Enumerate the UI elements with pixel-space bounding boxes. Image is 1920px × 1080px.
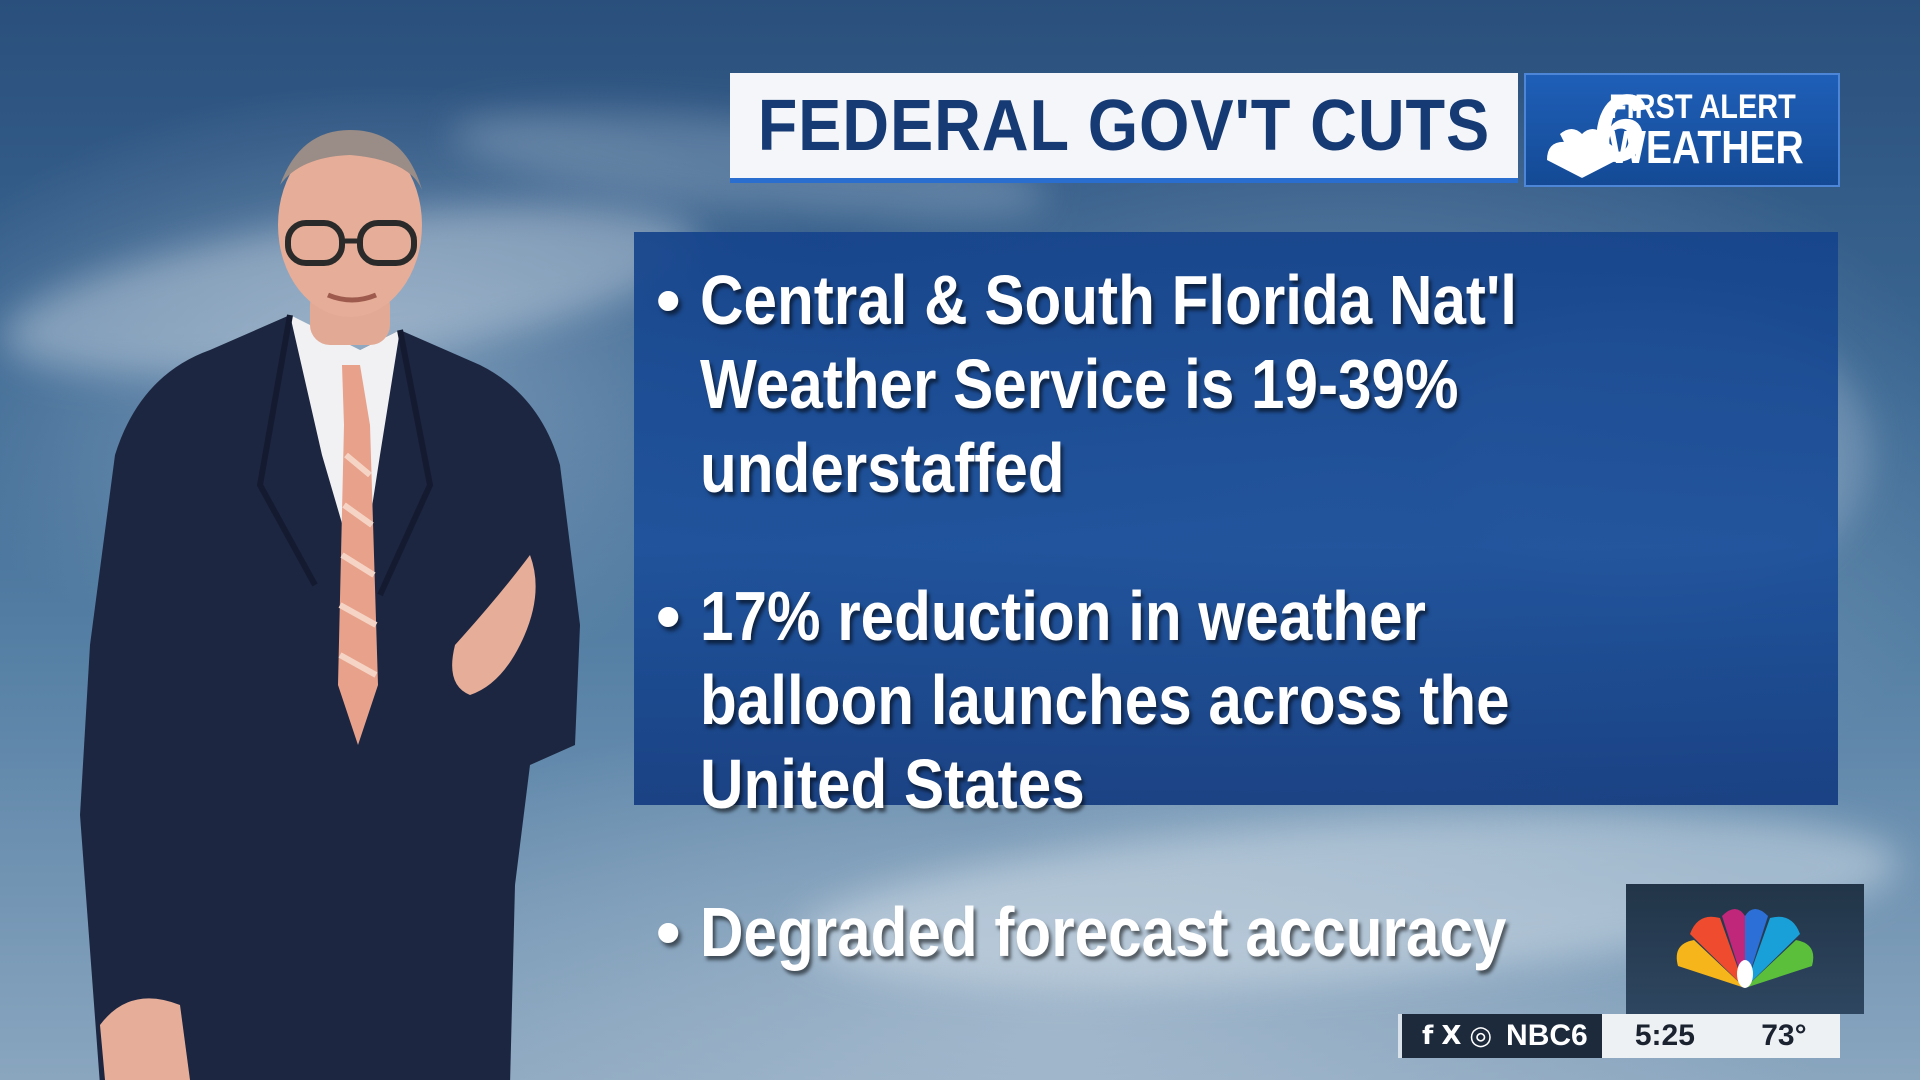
bullet-icon: • bbox=[656, 893, 681, 971]
peacock-icon bbox=[1547, 129, 1617, 178]
page-title: FEDERAL GOV'T CUTS bbox=[757, 85, 1491, 166]
time-temp-box: 5:25 73° bbox=[1601, 1014, 1840, 1058]
current-time: 5:25 bbox=[1634, 1019, 1695, 1052]
bullet-item: • Degraded forecast accuracy bbox=[656, 890, 1798, 974]
lower-ticker: f X ◎ NBC6 5:25 73° bbox=[1398, 1014, 1840, 1058]
bullet-item: • 17% reduction in weather balloon launc… bbox=[656, 574, 1798, 826]
instagram-icon: ◎ bbox=[1469, 1021, 1493, 1051]
title-banner: FEDERAL GOV'T CUTS bbox=[730, 73, 1518, 183]
first-alert-weather-logo: 6 FIRST ALERT WEATHER bbox=[1524, 73, 1840, 187]
social-handles: f X ◎ NBC6 bbox=[1398, 1014, 1602, 1058]
bullet-text: Central & South Florida Nat'l Weather Se… bbox=[700, 261, 1518, 507]
nbc-peacock-bug bbox=[1626, 884, 1864, 1014]
bullet-icon: • bbox=[656, 261, 681, 339]
bullet-text: 17% reduction in weather balloon launche… bbox=[700, 577, 1510, 823]
station-handle: NBC6 bbox=[1506, 1019, 1588, 1052]
x-icon: X bbox=[1441, 1021, 1462, 1051]
current-temperature: 73° bbox=[1761, 1019, 1807, 1052]
nbc6-logo: 6 bbox=[1542, 75, 1645, 182]
facebook-icon: f bbox=[1422, 1021, 1434, 1051]
bullet-panel: • Central & South Florida Nat'l Weather … bbox=[634, 232, 1838, 971]
presenter bbox=[80, 130, 580, 1080]
brand-line-first-alert: FIRST ALERT bbox=[1608, 88, 1796, 126]
peacock-icon bbox=[1676, 909, 1814, 988]
brand-wordmark: FIRST ALERT WEATHER bbox=[1609, 90, 1838, 170]
brand-line-weather: WEATHER bbox=[1608, 121, 1804, 173]
bullet-icon: • bbox=[656, 577, 681, 655]
bullet-item: • Central & South Florida Nat'l Weather … bbox=[656, 258, 1798, 510]
channel-number: 6 bbox=[1592, 75, 1646, 182]
bullet-text: Degraded forecast accuracy bbox=[700, 893, 1507, 971]
